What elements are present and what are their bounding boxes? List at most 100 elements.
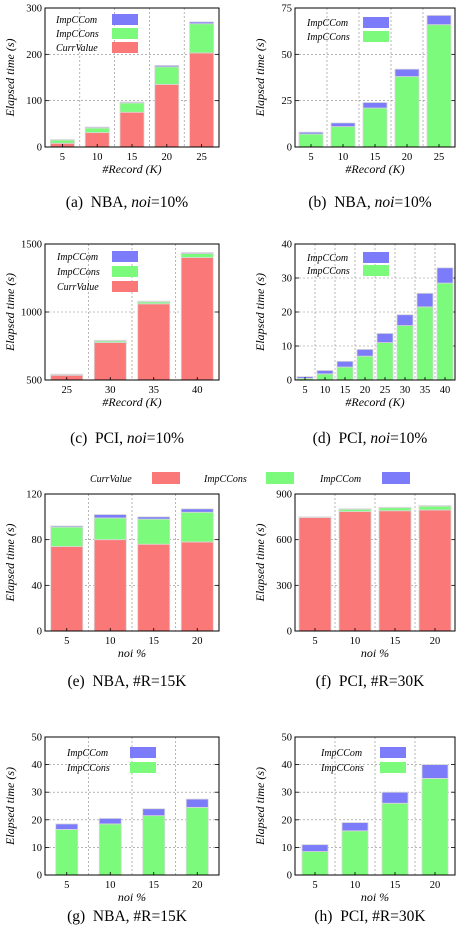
legend-label: ImpCCom: [320, 748, 362, 759]
bar-impccons-25: [189, 23, 215, 54]
legend: ImpCCom ImpCCons CurrValue: [56, 251, 138, 293]
y-tick-label: 10: [32, 843, 43, 854]
caption-prefix: NBA, #R=15K: [85, 908, 188, 925]
x-axis-label: #Record (K): [102, 162, 161, 176]
y-tick-label: 20: [282, 815, 293, 826]
x-tick-label: 15: [370, 152, 381, 163]
legend-label: ImpCCons: [320, 763, 364, 774]
legend-swatch-impccom: [130, 747, 156, 758]
caption-label: (g): [67, 908, 85, 925]
chart-panel-d: 0 10 20 30 40 5 10 15 20 25 30 35 40 #Record (K) Elaps…: [253, 240, 456, 447]
x-tick-label: 10: [320, 385, 331, 396]
x-tick-label: 15: [127, 152, 138, 163]
bar-impccom-40: [436, 267, 454, 284]
bar-impccom-15: [381, 791, 409, 804]
x-tick-label: 15: [340, 385, 351, 396]
bar-currvalue-15: [378, 510, 412, 632]
bar-impccom-15: [142, 808, 166, 817]
bar-impccom-20: [154, 65, 180, 68]
y-tick-label: 10: [282, 843, 293, 854]
bar-impccons-10: [341, 830, 369, 876]
y-tick-label: 20: [282, 308, 293, 319]
bar-impccons-20: [394, 76, 420, 148]
bar-impccons-20: [154, 66, 180, 85]
x-axis-label: #Record (K): [345, 395, 404, 409]
x-tick-label: 10: [92, 152, 103, 163]
bar-impccons-5: [301, 851, 329, 876]
chart-panel-a: 0 100 200 300 5 10 15 20 25 #Record (K) Elapsed ti…: [3, 4, 220, 211]
x-tick-label: 20: [162, 152, 173, 163]
x-tick-label: 35: [149, 385, 160, 396]
bar-impccons-15: [142, 815, 166, 876]
bar-impccons-10: [84, 127, 110, 134]
x-tick-label: 10: [350, 636, 361, 647]
caption-italic: noi: [370, 430, 390, 447]
x-tick-label: 20: [402, 152, 413, 163]
x-tick-label: 10: [350, 880, 361, 891]
legend-swatch-impccons: [363, 31, 389, 42]
legend-label: ImpCCom: [306, 253, 348, 264]
legend-swatch-impccons: [130, 762, 156, 773]
panel-caption: (e) NBA, #R=15K: [68, 673, 188, 690]
legend-label: ImpCCom: [66, 748, 108, 759]
x-tick-label: 20: [192, 636, 203, 647]
panel-caption: (c) PCI, noi=10%: [70, 430, 184, 447]
panel-caption: (b) NBA, noi=10%: [308, 194, 431, 211]
y-tick-label: 600: [276, 535, 292, 546]
bar-currvalue-15: [119, 111, 145, 148]
bar-impccom-20: [180, 508, 214, 513]
bar-impccom-10: [316, 370, 334, 375]
bar-impccom-40: [180, 252, 214, 254]
shared-legend-label: ImpCCom: [319, 474, 361, 485]
bar-currvalue-5: [50, 546, 84, 632]
bar-impccons-15: [119, 102, 145, 113]
shared-legend-label: ImpCCons: [203, 474, 247, 485]
y-tick-label: 0: [37, 871, 42, 882]
bar-impccom-25: [189, 21, 215, 25]
caption-prefix: NBA,: [83, 194, 131, 211]
x-tick-label: 20: [360, 385, 371, 396]
bar-impccom-20: [356, 348, 374, 357]
y-axis-label: Elapsed time (s): [3, 524, 17, 603]
caption-prefix: PCI,: [87, 430, 127, 447]
chart-panel-f: 0 300 600 900 5 10 15 20 noi % Elapsed time (s) (f…: [253, 490, 456, 690]
legend-swatch-impccons: [363, 265, 389, 276]
bar-impccons-20: [356, 355, 374, 381]
bar-impccons-15: [378, 507, 412, 512]
panel-caption: (f) PCI, #R=30K: [316, 673, 425, 690]
x-axis-label: #Record (K): [345, 162, 404, 176]
y-tick-label: 40: [32, 581, 43, 592]
y-tick-label: 0: [287, 376, 292, 387]
bar-currvalue-15: [137, 543, 171, 632]
x-tick-label: 15: [149, 636, 160, 647]
x-tick-label: 20: [430, 636, 441, 647]
legend-swatch-impccons: [112, 266, 138, 277]
legend-label: CurrValue: [56, 43, 98, 54]
legend-label: ImpCCom: [306, 18, 348, 29]
shared-legend-swatch-currvalue: [152, 472, 180, 484]
y-axis-label: Elapsed time (s): [3, 39, 17, 118]
x-tick-label: 15: [390, 880, 401, 891]
shared-legend-label: CurrValue: [90, 474, 132, 485]
bar-impccom-15: [119, 101, 145, 104]
y-axis-label: Elapsed time (s): [253, 524, 267, 603]
bar-impccom-10: [98, 818, 122, 825]
legend-label: ImpCCons: [56, 267, 100, 278]
bar-impccons-10: [93, 517, 127, 541]
bar-impccom-15: [362, 102, 388, 109]
panel-caption: (g) NBA, #R=15K: [67, 908, 188, 925]
bar-impccons-10: [98, 823, 122, 876]
legend: ImpCCom ImpCCons: [320, 747, 406, 774]
bar-currvalue-20: [154, 84, 180, 148]
bar-impccom-20: [418, 505, 452, 507]
y-tick-label: 50: [282, 733, 293, 744]
bar-impccons-35: [416, 306, 434, 381]
y-tick-label: 300: [26, 4, 42, 15]
y-tick-label: 30: [282, 274, 293, 285]
x-axis-label: #Record (K): [102, 395, 161, 409]
bar-impccons-40: [180, 253, 214, 259]
legend-label: ImpCCons: [55, 29, 99, 40]
bar-impccom-5: [55, 823, 79, 830]
caption-prefix: NBA,: [326, 194, 374, 211]
bar-impccons-15: [381, 802, 409, 876]
